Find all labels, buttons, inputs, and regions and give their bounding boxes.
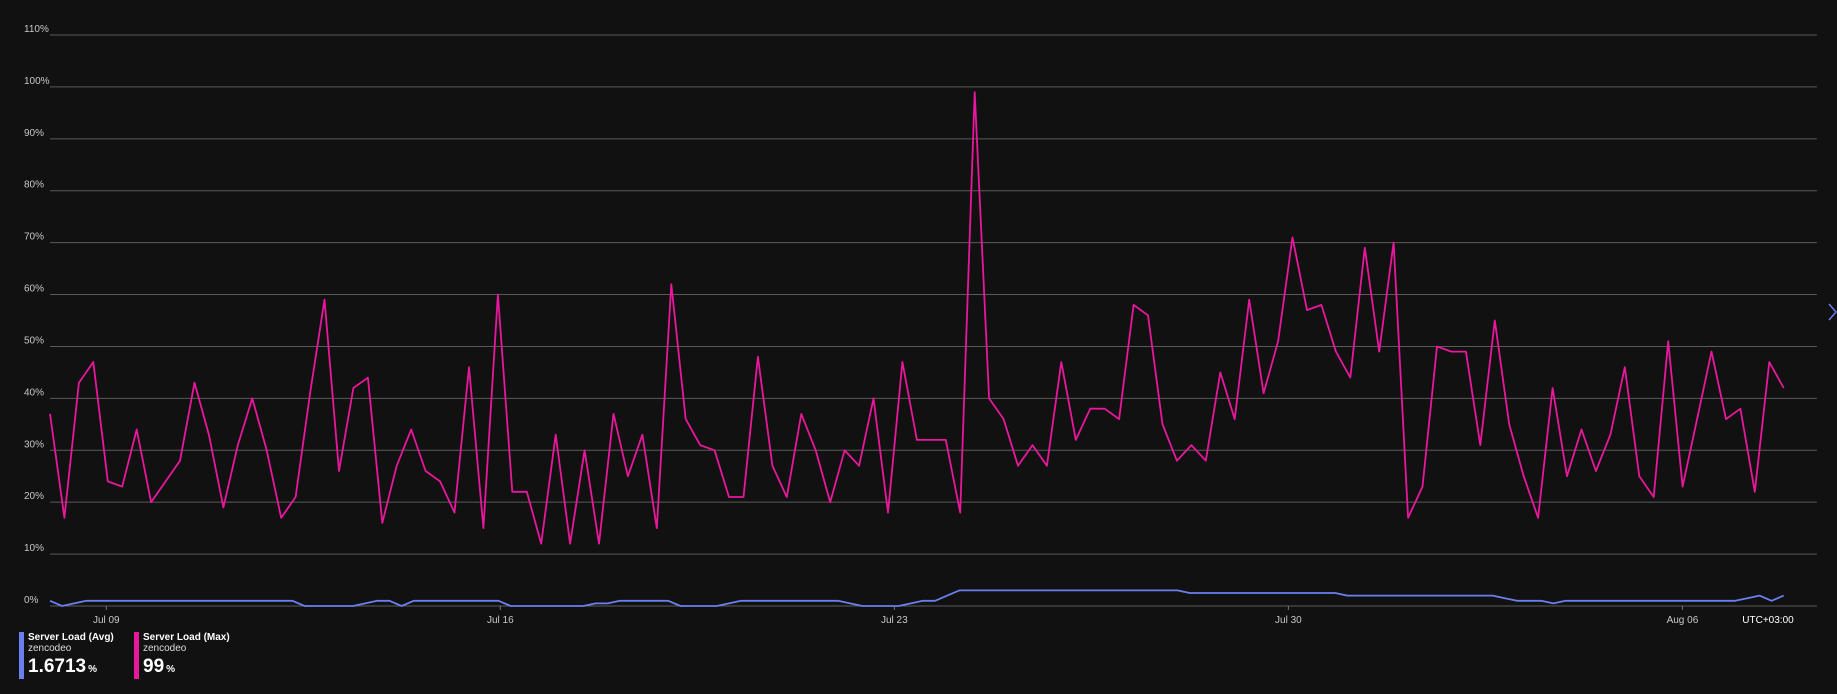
y-tick-label: 10% — [24, 543, 44, 554]
y-tick-label: 100% — [24, 76, 50, 87]
y-tick-label: 90% — [24, 128, 44, 139]
legend-swatch-avg — [19, 632, 24, 679]
legend-item-max[interactable]: Server Load (Max) zencodeo 99% — [134, 632, 233, 681]
legend-unit: % — [88, 664, 98, 675]
legend-name: Server Load (Max) — [143, 632, 230, 643]
series-line-max[interactable] — [49, 91, 1785, 545]
legend-unit: % — [166, 664, 176, 675]
x-tick-label: Jul 30 — [1275, 615, 1302, 626]
chevron-right-icon[interactable] — [1827, 300, 1837, 324]
x-tick-label: Aug 06 — [1667, 615, 1699, 626]
legend-value-number: 99 — [143, 656, 165, 677]
x-tick-label: Jul 09 — [93, 615, 120, 626]
series-line-avg[interactable] — [49, 589, 1785, 607]
legend-name: Server Load (Avg) — [28, 632, 114, 643]
timezone-label: UTC+03:00 — [1742, 615, 1794, 626]
legend-swatch-max — [134, 632, 139, 679]
y-tick-label: 30% — [24, 439, 44, 450]
legend-value: 1.6713% — [28, 656, 118, 681]
legend-value: 99% — [143, 656, 233, 681]
y-tick-label: 110% — [24, 24, 49, 35]
legend: Server Load (Avg) zencodeo 1.6713% Serve… — [19, 632, 233, 681]
y-tick-label: 60% — [24, 284, 44, 295]
y-tick-label: 70% — [24, 232, 44, 243]
y-tick-label: 80% — [24, 180, 44, 191]
y-tick-label: 20% — [24, 491, 44, 502]
x-tick-label: Jul 16 — [487, 615, 514, 626]
series-layer — [49, 91, 1785, 607]
grid-layer: 0% 10% 20% 30% 40% 50% 60% 70% 80% 90% 100% 110% — [24, 24, 1817, 607]
y-tick-label: 0% — [24, 595, 39, 606]
legend-resource: zencodeo — [28, 643, 72, 654]
y-tick-label: 50% — [24, 335, 44, 346]
x-tick-label: Jul 23 — [881, 615, 908, 626]
x-axis: Jul 09 Jul 16 Jul 23 Jul 30 Aug 06 — [93, 606, 1699, 626]
legend-resource: zencodeo — [143, 643, 187, 654]
legend-value-number: 1.6713 — [28, 656, 87, 677]
legend-item-avg[interactable]: Server Load (Avg) zencodeo 1.6713% — [19, 632, 118, 681]
y-tick-label: 40% — [24, 387, 44, 398]
